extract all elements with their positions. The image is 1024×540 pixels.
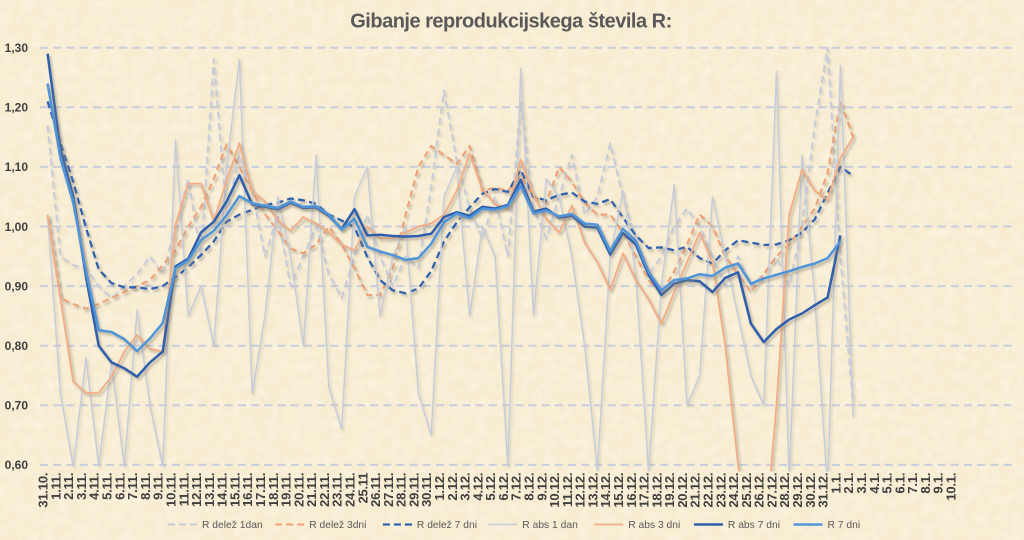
svg-text:6.11.: 6.11.: [112, 473, 127, 500]
svg-text:12.11.: 12.11.: [189, 473, 204, 507]
svg-text:30.12.: 30.12.: [803, 473, 818, 508]
svg-text:R delež 3dni: R delež 3dni: [309, 520, 366, 531]
svg-text:19.11.: 19.11.: [279, 473, 294, 507]
svg-text:23.12.: 23.12.: [713, 473, 728, 508]
svg-text:22.11.: 22.11.: [317, 473, 332, 507]
svg-text:6.1.: 6.1.: [892, 473, 907, 494]
svg-text:20.12.: 20.12.: [675, 473, 690, 508]
svg-text:15.12.: 15.12.: [611, 473, 626, 508]
svg-text:R delež 7 dni: R delež 7 dni: [417, 520, 477, 531]
svg-text:12.12.: 12.12.: [573, 473, 588, 508]
svg-text:R 7 dni: R 7 dni: [828, 520, 861, 531]
svg-text:17.12.: 17.12.: [637, 473, 652, 508]
svg-text:18.11.: 18.11.: [266, 473, 281, 507]
svg-text:13.11.: 13.11.: [202, 473, 217, 507]
svg-text:0,60: 0,60: [5, 458, 29, 472]
svg-text:9.11.: 9.11.: [151, 473, 166, 500]
svg-text:25.12.: 25.12.: [739, 473, 754, 508]
svg-text:10.1.: 10.1.: [944, 473, 959, 501]
svg-text:17.11.: 17.11.: [253, 473, 268, 507]
svg-text:31.12.: 31.12.: [816, 473, 831, 508]
svg-text:2.1.: 2.1.: [841, 473, 856, 494]
svg-text:21.11.: 21.11.: [304, 473, 319, 507]
svg-text:8.1.: 8.1.: [918, 473, 933, 494]
svg-text:29.11.: 29.11.: [406, 473, 421, 507]
svg-text:1,20: 1,20: [5, 101, 29, 115]
svg-text:R abs 1 dan: R abs 1 dan: [522, 520, 578, 531]
svg-text:1.12.: 1.12.: [432, 473, 447, 501]
svg-text:0,80: 0,80: [5, 339, 29, 353]
svg-text:29.12.: 29.12.: [790, 473, 805, 508]
svg-text:5.11.: 5.11.: [100, 473, 115, 500]
svg-text:7.12.: 7.12.: [509, 473, 524, 501]
svg-text:7.1.: 7.1.: [905, 473, 920, 494]
svg-text:27.11.: 27.11.: [381, 473, 396, 507]
svg-text:R delež 1dan: R delež 1dan: [202, 520, 263, 531]
svg-text:24.12.: 24.12.: [726, 473, 741, 508]
svg-text:25.11: 25.11: [355, 473, 370, 504]
svg-text:3.12.: 3.12.: [458, 473, 473, 501]
svg-text:1,10: 1,10: [5, 160, 29, 174]
svg-text:5.1.: 5.1.: [880, 473, 895, 494]
svg-text:1.1.: 1.1.: [828, 473, 843, 494]
svg-text:28.12.: 28.12.: [777, 473, 792, 508]
svg-text:15.11.: 15.11.: [227, 473, 242, 507]
svg-text:7.11.: 7.11.: [125, 473, 140, 500]
svg-text:28.11.: 28.11.: [394, 473, 409, 507]
svg-text:10.12.: 10.12.: [547, 473, 562, 508]
svg-text:8.12.: 8.12.: [522, 473, 537, 501]
svg-text:21.12.: 21.12.: [688, 473, 703, 508]
svg-text:4.11.: 4.11.: [87, 473, 102, 500]
svg-text:1,00: 1,00: [5, 220, 29, 234]
svg-text:5.12.: 5.12.: [483, 473, 498, 501]
svg-text:3.1.: 3.1.: [854, 473, 869, 494]
svg-text:13.12.: 13.12.: [585, 473, 600, 508]
svg-text:22.12.: 22.12.: [701, 473, 716, 508]
svg-text:1,30: 1,30: [5, 41, 29, 55]
svg-text:9.1.: 9.1.: [931, 473, 946, 494]
svg-text:16.12.: 16.12.: [624, 473, 639, 508]
svg-text:4.1.: 4.1.: [867, 473, 882, 494]
svg-text:R abs 7 dni: R abs 7 dni: [728, 520, 780, 531]
svg-text:0,70: 0,70: [5, 399, 29, 413]
svg-text:26.11.: 26.11.: [368, 473, 383, 507]
svg-text:3.11.: 3.11.: [74, 473, 89, 500]
svg-text:1.11.: 1.11.: [48, 473, 63, 500]
svg-text:18.12.: 18.12.: [649, 473, 664, 508]
svg-text:11.12.: 11.12.: [560, 473, 575, 507]
svg-text:2.12.: 2.12.: [445, 473, 460, 501]
svg-text:6.12.: 6.12.: [496, 473, 511, 501]
svg-text:20.11.: 20.11.: [291, 473, 306, 507]
svg-text:24.11.: 24.11.: [343, 473, 358, 507]
svg-text:14.11.: 14.11.: [215, 473, 230, 507]
svg-text:8.11.: 8.11.: [138, 473, 153, 500]
svg-text:R abs 3 dni: R abs 3 dni: [628, 520, 680, 531]
svg-text:23.11.: 23.11.: [330, 473, 345, 507]
svg-text:11.11.: 11.11.: [176, 473, 191, 507]
svg-text:31.10.: 31.10.: [36, 473, 51, 508]
svg-text:14.12.: 14.12.: [598, 473, 613, 508]
svg-text:16.11.: 16.11.: [240, 473, 255, 507]
svg-text:2.11.: 2.11.: [61, 473, 76, 500]
svg-text:27.12.: 27.12.: [765, 473, 780, 508]
svg-text:30.11.: 30.11.: [419, 473, 434, 507]
svg-text:Gibanje reprodukcijskega števi: Gibanje reprodukcijskega števila R:: [350, 11, 672, 33]
svg-text:4.12.: 4.12.: [470, 473, 485, 501]
svg-text:0,90: 0,90: [5, 279, 29, 293]
svg-text:19.12.: 19.12.: [662, 473, 677, 508]
svg-text:10.11.: 10.11.: [164, 473, 179, 507]
svg-text:26.12.: 26.12.: [752, 473, 767, 508]
svg-text:9.12.: 9.12.: [534, 473, 549, 501]
